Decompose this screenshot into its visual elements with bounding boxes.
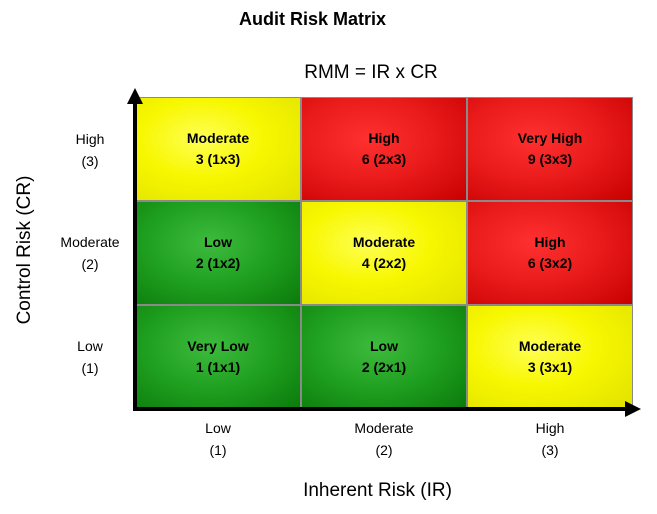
cell-level: Moderate	[352, 234, 416, 250]
row-label-moderate: Moderate (2)	[50, 231, 130, 275]
row-label-text: Moderate	[60, 234, 120, 250]
cell-level: Very High	[517, 130, 583, 146]
cell-score: 3 (3x1)	[527, 359, 573, 375]
column-label-text: High	[535, 420, 565, 436]
cell-level: Low	[204, 234, 232, 250]
cell-level: High	[368, 130, 400, 146]
row-label-value: (3)	[81, 153, 99, 169]
row-label-text: High	[75, 131, 105, 147]
matrix-cell-r2-c3: High 6 (3x2)	[467, 201, 633, 305]
cell-score: 4 (2x2)	[361, 255, 407, 271]
matrix-cell-r2-c1: Low 2 (1x2)	[135, 201, 301, 305]
cell-level: Moderate	[518, 338, 582, 354]
column-label-text: Low	[205, 420, 231, 436]
cell-level: High	[534, 234, 566, 250]
cell-score: 6 (2x3)	[361, 151, 407, 167]
x-axis-label: Inherent Risk (IR)	[303, 480, 452, 501]
row-label-text: Low	[77, 338, 103, 354]
row-label-high: High (3)	[50, 128, 130, 172]
matrix-cell-r2-c2: Moderate 4 (2x2)	[301, 201, 467, 305]
cell-score: 2 (1x2)	[195, 255, 241, 271]
column-label-value: (2)	[375, 442, 393, 458]
row-label-low: Low (1)	[50, 335, 130, 379]
matrix-cell-r1-c2: High 6 (2x3)	[301, 97, 467, 201]
cell-level: Very Low	[187, 338, 249, 354]
column-label-high: High (3)	[467, 417, 633, 461]
chart-title: Audit Risk Matrix	[238, 9, 387, 29]
cell-score: 3 (1x3)	[195, 151, 241, 167]
cell-score: 1 (1x1)	[195, 359, 241, 375]
x-axis-arrowhead	[625, 401, 641, 417]
matrix-cell-r1-c1: Moderate 3 (1x3)	[135, 97, 301, 201]
column-label-text: Moderate	[354, 420, 414, 436]
matrix-cell-r3-c3: Moderate 3 (3x1)	[467, 305, 633, 409]
formula-label: RMM = IR x CR	[304, 62, 438, 83]
column-label-low: Low (1)	[135, 417, 301, 461]
matrix-cell-r3-c2: Low 2 (2x1)	[301, 305, 467, 409]
column-label-value: (3)	[541, 442, 559, 458]
cell-score: 6 (3x2)	[527, 255, 573, 271]
cell-level: Moderate	[186, 130, 250, 146]
row-label-value: (1)	[81, 360, 99, 376]
row-label-value: (2)	[81, 256, 99, 272]
cell-level: Low	[370, 338, 398, 354]
column-label-value: (1)	[209, 442, 227, 458]
matrix-cell-r1-c3: Very High 9 (3x3)	[467, 97, 633, 201]
column-label-moderate: Moderate (2)	[301, 417, 467, 461]
cell-score: 9 (3x3)	[527, 151, 573, 167]
y-axis-arrowhead	[127, 88, 143, 104]
cell-score: 2 (2x1)	[361, 359, 407, 375]
